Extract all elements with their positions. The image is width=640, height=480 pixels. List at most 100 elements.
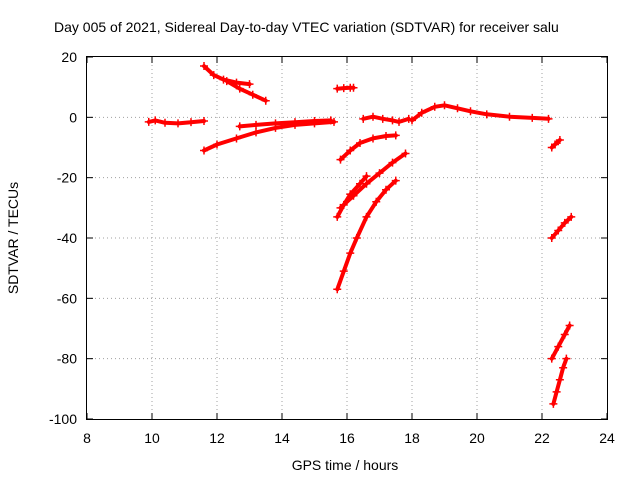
data-point-marker (505, 112, 514, 121)
data-point-marker (174, 119, 182, 128)
data-point-marker (375, 169, 384, 178)
data-point-marker (232, 134, 241, 143)
data-point-marker (359, 114, 368, 123)
data-point-marker (567, 212, 576, 221)
data-point-marker (369, 112, 377, 121)
data-point-marker (362, 179, 371, 188)
data-point-marker (551, 140, 559, 149)
data-point-marker (271, 119, 280, 128)
y-tick-label: -60 (57, 290, 77, 306)
data-point-marker (151, 116, 160, 125)
data-point-marker (555, 135, 564, 144)
data-points (144, 62, 576, 408)
data-point-marker (547, 234, 556, 242)
data-point-marker (333, 285, 342, 294)
data-point-marker (388, 116, 397, 125)
data-point-marker (346, 249, 355, 258)
data-point-marker (245, 80, 254, 89)
series-arc-arc-7 (338, 133, 398, 162)
data-point-marker (349, 191, 358, 200)
data-point-marker (252, 128, 260, 137)
data-point-marker (161, 118, 169, 127)
data-point-marker (362, 212, 371, 221)
data-point-marker (560, 330, 569, 339)
data-point-marker (554, 226, 563, 235)
data-point-marker (372, 197, 381, 206)
plot-frame (86, 56, 608, 420)
series-arc-arc-9 (410, 103, 551, 123)
y-tick-label: 20 (61, 49, 77, 65)
data-point-marker (391, 176, 400, 185)
data-point-marker (544, 114, 553, 123)
data-point-marker (382, 185, 390, 194)
data-point-marker (339, 267, 348, 276)
data-point-marker (336, 155, 345, 164)
data-point-marker (248, 90, 257, 99)
data-point-marker (401, 149, 410, 158)
data-point-marker (549, 399, 558, 408)
data-point-marker (559, 363, 568, 372)
x-tick-label: 8 (83, 430, 91, 446)
data-point-marker (466, 107, 475, 116)
data-point-marker (356, 138, 364, 147)
series-arc-arc-3 (224, 79, 268, 103)
data-point-marker (528, 113, 537, 122)
x-tick-label: 12 (209, 430, 225, 446)
data-point-marker (209, 71, 218, 80)
data-point-marker (291, 118, 299, 127)
data-point-marker (252, 120, 260, 129)
data-point-marker (235, 122, 244, 131)
data-point-marker (200, 116, 208, 125)
data-point-marker (388, 158, 397, 167)
data-point-marker (552, 387, 561, 396)
data-point-marker (369, 134, 377, 143)
x-tick-label: 10 (144, 430, 160, 446)
data-point-marker (395, 117, 403, 126)
y-axis-label: SDTVAR / TECUs (5, 182, 21, 294)
x-tick-label: 20 (469, 430, 485, 446)
data-point-marker (261, 96, 270, 105)
y-tick-label: -80 (57, 351, 77, 367)
data-point-marker (565, 321, 574, 330)
axis-ticks: 8 10 12 14 16 18 20 22 24 -100 -80 -60 -40 -20 0 20 (49, 49, 615, 446)
data-point-marker (336, 203, 345, 212)
data-point-marker (349, 83, 358, 92)
data-point-marker (187, 118, 195, 127)
data-point-marker (417, 108, 426, 117)
data-point-marker (235, 84, 244, 93)
data-point-marker (333, 212, 342, 221)
series-arc-arc-15 (549, 323, 572, 361)
series-arc-arc-12 (335, 178, 398, 292)
data-point-marker (430, 102, 439, 111)
data-point-marker (378, 114, 387, 123)
x-tick-label: 16 (339, 430, 355, 446)
data-point-marker (200, 146, 208, 155)
x-tick-label: 14 (274, 430, 290, 446)
data-point-marker (213, 140, 221, 149)
data-point-marker (144, 117, 153, 126)
x-tick-label: 24 (599, 430, 615, 446)
data-point-marker (560, 218, 569, 227)
chart-title: Day 005 of 2021, Sidereal Day-to-day VTE… (54, 19, 559, 35)
data-point-marker (382, 132, 390, 141)
data-point-marker (222, 77, 231, 86)
data-point-marker (310, 116, 319, 125)
data-point-marker (562, 354, 571, 363)
data-point-marker (440, 101, 449, 110)
data-point-marker (326, 116, 335, 125)
x-tick-label: 18 (404, 430, 420, 446)
data-point-marker (352, 234, 361, 242)
y-tick-label: 0 (69, 109, 77, 125)
series-arc-arc-11 (338, 151, 408, 210)
series-arc-arc-14 (549, 214, 574, 240)
data-point-marker (346, 146, 355, 155)
data-point-marker (391, 131, 400, 140)
y-tick-label: -100 (49, 411, 77, 427)
data-point-marker (408, 116, 416, 125)
y-tick-label: -40 (57, 230, 77, 246)
data-point-marker (200, 62, 208, 71)
data-point-marker (482, 110, 491, 119)
data-point-marker (555, 375, 564, 384)
data-point-marker (547, 354, 556, 363)
data-point-marker (362, 172, 371, 181)
